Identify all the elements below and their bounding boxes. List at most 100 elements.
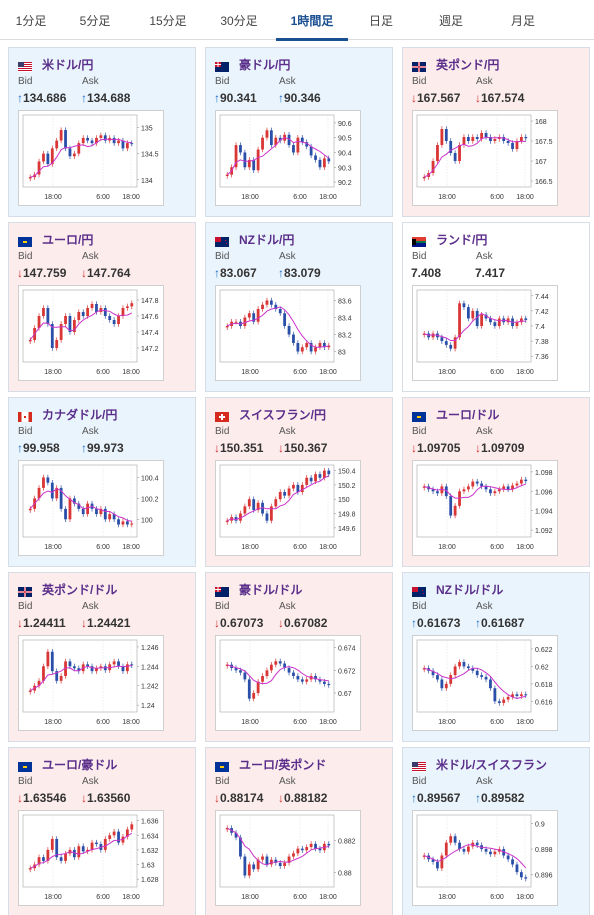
- candle-body: [99, 135, 103, 138]
- rate-card[interactable]: カナダドル/円 Bid Ask ↑99.958 ↑99.973 100.4 100.2 100…: [8, 397, 196, 567]
- candlestick-chart[interactable]: 168 167.5 167 166.5 18:00 6:00 18:00: [412, 110, 558, 206]
- nz-flag-icon: [215, 234, 229, 247]
- price-chart-svg: 150.4 150.2 150 149.8 149.6 18:00 6:00 18:00: [219, 464, 356, 551]
- ask-label: Ask: [476, 76, 493, 87]
- currency-pair-link[interactable]: ユーロ/円: [42, 233, 94, 247]
- currency-pair-link[interactable]: 米ドル/円: [42, 58, 94, 72]
- tab-1[interactable]: 1分足: [15, 14, 47, 28]
- rate-card[interactable]: 米ドル/円 Bid Ask ↑134.686 ↑134.688 135 134.5 134 18…: [8, 47, 196, 217]
- candle-body: [103, 135, 107, 141]
- tab-3[interactable]: 15分足: [149, 14, 187, 28]
- currency-pair-link[interactable]: ユーロ/豪ドル: [42, 758, 118, 772]
- rate-card[interactable]: ユーロ/豪ドル Bid Ask ↓1.63546 ↓1.63560 1.636 1.634 1…: [8, 747, 196, 915]
- x-tick-label: 6:00: [293, 544, 307, 551]
- tab-4[interactable]: 30分足: [220, 14, 258, 28]
- currency-pair-link[interactable]: カナダドル/円: [42, 408, 118, 422]
- candlestick-chart[interactable]: 147.8 147.6 147.4 147.2 18:00 6:00 18:00: [18, 285, 164, 381]
- currency-pair-link[interactable]: 米ドル/スイスフラン: [436, 758, 547, 772]
- x-tick-label: 18:00: [319, 194, 337, 201]
- candle-body: [524, 877, 528, 879]
- currency-pair-link[interactable]: 豪ドル/円: [239, 58, 291, 72]
- currency-pair-link[interactable]: 英ポンド/ドル: [42, 583, 118, 597]
- bid-label: Bid: [18, 601, 33, 612]
- candlestick-chart[interactable]: 1.098 1.096 1.094 1.092 18:00 6:00 18:00: [412, 460, 558, 556]
- moving-average-line: [227, 475, 329, 522]
- bid-label: Bid: [412, 76, 427, 87]
- currency-pair-link[interactable]: 英ポンド/円: [436, 58, 500, 72]
- moving-average-line: [226, 827, 329, 866]
- currency-pair-link[interactable]: NZドル/円: [239, 233, 295, 247]
- rate-card[interactable]: ユーロ/英ポンド Bid Ask ↓0.88174 ↓0.88182 0.882 0.88 1…: [205, 747, 393, 915]
- rate-card[interactable]: 英ポンド/円 Bid Ask ↓167.567 ↓167.574 168 167.5 167 1…: [402, 47, 590, 217]
- candle-body: [252, 864, 256, 870]
- candlestick-chart[interactable]: 1.636 1.634 1.632 1.63 1.628 18:00 6:00 18:00: [18, 810, 164, 906]
- candle-body: [59, 324, 63, 340]
- bid-label: Bid: [412, 426, 427, 437]
- candlestick-chart[interactable]: 0.622 0.62 0.618 0.616 18:00 6:00 18:00: [412, 635, 558, 731]
- rate-card[interactable]: 英ポンド/ドル Bid Ask ↓1.24411 ↓1.24421 1.246 1.244 1…: [8, 572, 196, 742]
- candle-body: [117, 661, 120, 667]
- x-tick-label: 18:00: [122, 894, 140, 901]
- candle-body: [305, 679, 309, 682]
- tab-5[interactable]: 1時間足: [276, 0, 348, 41]
- candlestick-chart[interactable]: 135 134.5 134 18:00 6:00 18:00: [18, 110, 164, 206]
- candle-body: [462, 303, 466, 308]
- candle-body: [318, 343, 322, 348]
- y-tick-label: 83.6: [338, 299, 352, 306]
- currency-pair-link[interactable]: スイスフラン/円: [239, 408, 326, 422]
- candle-body: [86, 503, 90, 515]
- plot-frame: [22, 464, 138, 538]
- y-tick-label: 0.898: [535, 847, 553, 854]
- currency-pair-link[interactable]: NZドル/ドル: [436, 583, 504, 597]
- candlestick-chart[interactable]: 83.6 83.4 83.2 83 18:00 6:00 18:00: [215, 285, 361, 381]
- ask-label: Ask: [82, 251, 99, 262]
- tab-2[interactable]: 5分足: [79, 14, 111, 28]
- rate-card[interactable]: 豪ドル/ドル Bid Ask ↓0.67073 ↓0.67082 0.674 0.672 0.…: [205, 572, 393, 742]
- tab-6[interactable]: 日足: [368, 14, 393, 28]
- rate-card[interactable]: NZドル/円 Bid Ask ↑83.067 ↑83.079 83.6 83.4 83.2 83…: [205, 222, 393, 392]
- rate-card[interactable]: ユーロ/ドル Bid Ask ↓1.09705 ↓1.09709 1.098 1.096 1.…: [402, 397, 590, 567]
- x-tick-label: 18:00: [438, 194, 456, 201]
- rate-card[interactable]: スイスフラン/円 Bid Ask ↓150.351 ↓150.367 150.4 150.2…: [205, 397, 393, 567]
- tab-8[interactable]: 月足: [510, 14, 535, 28]
- rate-card[interactable]: 米ドル/スイスフラン Bid Ask ↑0.89567 ↑0.89582 0.9 0.898…: [402, 747, 590, 915]
- candle-body: [55, 671, 59, 681]
- candlestick-chart[interactable]: 0.674 0.672 0.67 18:00 6:00 18:00: [215, 635, 361, 731]
- candlestick-chart[interactable]: 0.9 0.898 0.896 18:00 6:00 18:00: [412, 810, 558, 906]
- candle-body: [524, 479, 528, 482]
- y-tick-label: 1.634: [141, 833, 159, 840]
- tab-7[interactable]: 週足: [438, 14, 463, 28]
- rate-card[interactable]: NZドル/ドル Bid Ask ↑0.61673 ↑0.61687 0.622 0.62 0.…: [402, 572, 590, 742]
- candle-body: [274, 304, 278, 309]
- currency-pair-link[interactable]: ユーロ/英ポンド: [239, 758, 327, 772]
- candlestick-chart[interactable]: 1.246 1.244 1.242 1.24 18:00 6:00 18:00: [18, 635, 164, 731]
- candle-body: [28, 868, 32, 870]
- bid-value: ↓147.759: [17, 266, 66, 280]
- candlestick-chart[interactable]: 90.6 90.5 90.4 90.3 90.2 18:00 6:00 18:00: [215, 110, 361, 206]
- candlestick-chart[interactable]: 0.882 0.88 18:00 6:00 18:00: [215, 810, 361, 906]
- candle-body: [436, 145, 439, 161]
- candle-body: [300, 347, 304, 352]
- candlestick-chart[interactable]: 150.4 150.2 150 149.8 149.6 18:00 6:00 18:00: [215, 460, 361, 556]
- y-tick-label: 1.636: [141, 819, 159, 826]
- x-tick-label: 18:00: [44, 194, 62, 201]
- currency-pair-link[interactable]: ユーロ/ドル: [436, 408, 500, 422]
- candle-body: [519, 137, 523, 141]
- candle-body: [46, 477, 50, 483]
- ask-value: ↓0.88182: [278, 791, 327, 805]
- rate-card[interactable]: ランド/円 Bid Ask 7.408 7.417 7.44 7.42 7.4 7.38 7.36…: [402, 222, 590, 392]
- candle-body: [524, 137, 528, 139]
- currency-pair-link[interactable]: ランド/円: [436, 233, 488, 247]
- candlestick-chart[interactable]: 7.44 7.42 7.4 7.38 7.36 18:00 6:00 18:00: [412, 285, 558, 381]
- candle-body: [243, 317, 247, 326]
- candle-body: [77, 668, 81, 672]
- currency-pair-link[interactable]: 豪ドル/ドル: [239, 583, 303, 597]
- us-flag-icon: [18, 59, 32, 72]
- x-tick-label: 18:00: [438, 719, 456, 726]
- candlestick-chart[interactable]: 100.4 100.2 100 18:00 6:00 18:00: [18, 460, 164, 556]
- rate-card[interactable]: 豪ドル/円 Bid Ask ↑90.341 ↑90.346 90.6 90.5 90.4 90.…: [205, 47, 393, 217]
- candle-body: [95, 668, 98, 672]
- candle-body: [471, 310, 475, 319]
- candle-body: [466, 486, 470, 490]
- rate-card[interactable]: ユーロ/円 Bid Ask ↓147.759 ↓147.764 147.8 147.6 147…: [8, 222, 196, 392]
